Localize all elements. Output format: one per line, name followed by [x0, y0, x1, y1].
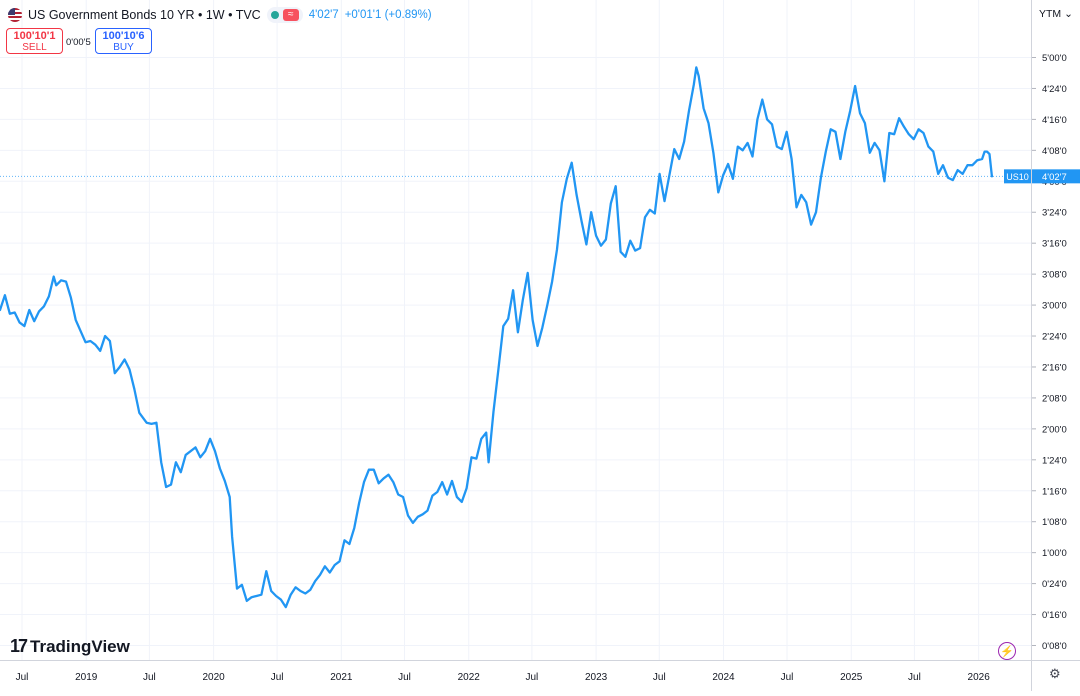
symbol-legend[interactable]: US Government Bonds 10 YR • 1W • TVC ≈ 4… — [8, 6, 432, 24]
price-tick-label: 2'00'0 — [1042, 424, 1067, 435]
time-tick-label: 2025 — [840, 672, 863, 683]
tradingview-logo-icon: 17 — [10, 636, 28, 656]
price-tick-label: 0'08'0 — [1042, 641, 1067, 652]
spread-value: 0'00'5 — [66, 37, 91, 48]
last-price-label: 4'02'7 — [1042, 172, 1067, 183]
price-tick-label: 2'24'0 — [1042, 332, 1067, 343]
price-tick-label: 1'00'0 — [1042, 548, 1067, 559]
price-chart[interactable]: US10 — [0, 0, 1031, 660]
price-tick-label: 3'00'0 — [1042, 301, 1067, 312]
time-tick-label: 2022 — [458, 672, 481, 683]
time-tick-label: 2024 — [712, 672, 735, 683]
symbol-tag-text: US10 — [1006, 172, 1029, 182]
symbol-tag-bg — [1004, 169, 1031, 184]
buy-label: BUY — [113, 42, 134, 53]
time-tick-label: Jul — [271, 672, 284, 683]
gear-icon[interactable]: ⚙ — [1049, 666, 1061, 681]
time-scale[interactable]: Jul 2019 Jul 2020 Jul 2021 Jul 2022 Jul 2023 Jul 20… — [0, 660, 1031, 691]
time-tick-label: Jul — [16, 672, 29, 683]
buy-price: 100'10'6 — [102, 30, 145, 42]
scale-mode-dropdown[interactable]: YTM ⌄ — [1039, 8, 1073, 20]
status-dot-icon — [270, 11, 279, 19]
price-tick-label: 1'08'0 — [1042, 517, 1067, 528]
tradingview-logo[interactable]: 17 TradingView — [10, 636, 130, 657]
symbol-tag: US10 — [1004, 169, 1031, 184]
price-tick-label: 2'08'0 — [1042, 393, 1067, 404]
us-flag-icon — [8, 8, 22, 22]
time-tick-label: Jul — [781, 672, 794, 683]
sell-label: SELL — [22, 42, 47, 53]
chart-plot-area[interactable]: US10 — [0, 0, 1031, 660]
price-tick-label: 0'24'0 — [1042, 579, 1067, 590]
scale-corner — [1031, 660, 1080, 691]
time-tick-label: 2026 — [968, 672, 991, 683]
price-tick-label: 3'24'0 — [1042, 208, 1067, 219]
price-tick-label: 3'16'0 — [1042, 239, 1067, 250]
scale-mode-label: YTM — [1039, 8, 1062, 20]
change-value: +0'01'1 (+0.89%) — [344, 9, 432, 21]
lightning-icon[interactable]: ⚡ — [998, 642, 1016, 660]
time-tick-label: Jul — [908, 672, 921, 683]
price-tick-label: 1'16'0 — [1042, 486, 1067, 497]
price-tick-label: 2'16'0 — [1042, 362, 1067, 373]
price-tick-label: 3'08'0 — [1042, 270, 1067, 281]
time-tick-label: Jul — [653, 672, 666, 683]
price-tick-label: 4'24'0 — [1042, 84, 1067, 95]
price-tick-label: 5'00'0 — [1042, 53, 1067, 64]
sell-button[interactable]: 100'10'1 SELL — [6, 28, 63, 54]
brand-name: TradingView — [30, 636, 130, 656]
time-scale-labels: Jul 2019 Jul 2020 Jul 2021 Jul 2022 Jul 2023 Jul 20… — [16, 672, 991, 683]
last-price-label-bg — [1032, 169, 1080, 184]
time-tick-label: 2020 — [202, 672, 225, 683]
time-tick-label: 2019 — [75, 672, 98, 683]
buy-button[interactable]: 100'10'6 BUY — [95, 28, 152, 54]
series-line — [0, 66, 994, 609]
last-value: 4'02'7 — [308, 9, 339, 21]
price-tick-label: 4'08'0 — [1042, 146, 1067, 157]
time-tick-label: 2021 — [330, 672, 353, 683]
time-tick-label: Jul — [526, 672, 539, 683]
status-pill[interactable]: ≈ — [266, 7, 303, 23]
price-scale-labels: 0'08'0 0'16'0 0'24'0 1'00'0 1'08'0 1'16'0 1'24… — [1032, 53, 1080, 652]
time-tick-label: 2023 — [585, 672, 608, 683]
change-indicator-icon: ≈ — [282, 9, 299, 21]
time-tick-label: Jul — [143, 672, 156, 683]
chevron-down-icon: ⌄ — [1064, 8, 1073, 20]
symbol-title[interactable]: US Government Bonds 10 YR • 1W • TVC — [28, 8, 261, 22]
price-tick-label: 0'16'0 — [1042, 610, 1067, 621]
price-scale[interactable]: 0'08'0 0'16'0 0'24'0 1'00'0 1'08'0 1'16'0 1'24… — [1031, 0, 1080, 660]
price-tick-label: 4'16'0 — [1042, 115, 1067, 126]
price-tick-label: 1'24'0 — [1042, 455, 1067, 466]
time-tick-label: Jul — [398, 672, 411, 683]
sell-price: 100'10'1 — [13, 30, 56, 42]
